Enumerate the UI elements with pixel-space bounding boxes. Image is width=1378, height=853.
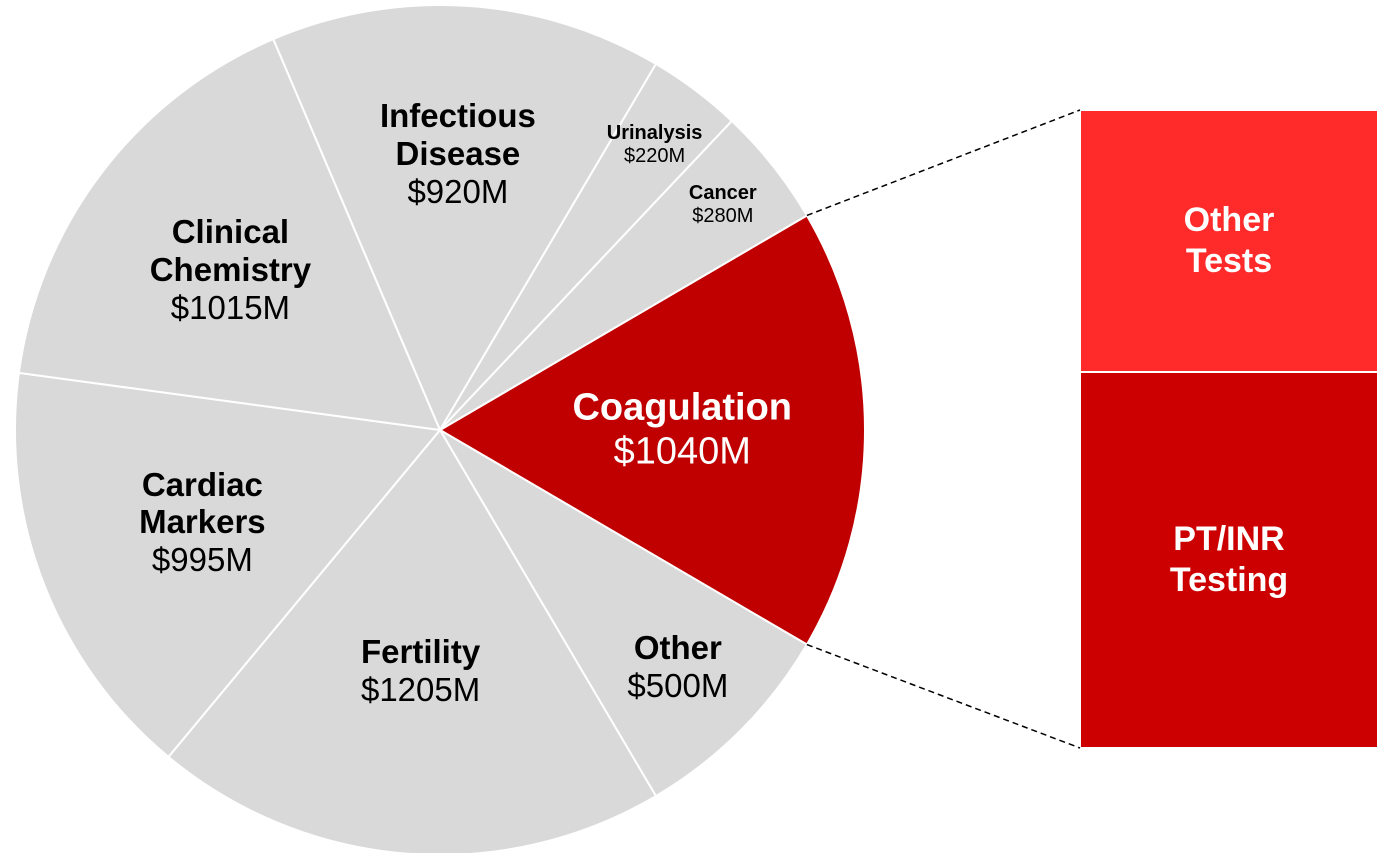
pie-slice	[271, 4, 658, 433]
slice-value: $1015M	[170, 289, 291, 327]
pie-slice	[438, 214, 866, 646]
slice-name: Infectious Disease	[379, 97, 536, 173]
slice-value: $280M	[692, 205, 754, 228]
pie-slice	[17, 37, 442, 432]
slice-name: Urinalysis	[606, 121, 703, 144]
slice-label: Infectious Disease $920M	[380, 97, 536, 211]
slice-name: Other	[633, 629, 722, 667]
slice-value: $1205M	[360, 671, 481, 709]
slice-label: Fertility $1205M	[361, 634, 480, 710]
slice-name: Cancer	[688, 182, 757, 205]
slice-label: Cancer $280M	[689, 182, 757, 228]
slice-label: Clinical Chemistry $1015M	[150, 213, 311, 327]
breakdown-label: Other Tests	[1183, 201, 1275, 280]
breakdown-bar	[1079, 109, 1378, 373]
slice-value: $500M	[627, 666, 729, 704]
connector	[806, 109, 1081, 217]
breakdown-label: PT/INR Testing	[1169, 520, 1289, 599]
slice-label: Cardiac Markers $995M	[139, 466, 266, 580]
connector	[806, 643, 1081, 749]
slice-name: Fertility	[360, 633, 481, 671]
slice-name: Clinical Chemistry	[149, 213, 312, 289]
slice-label: Coagulation $1040M	[572, 386, 792, 473]
breakdown-bar	[1079, 371, 1378, 749]
pie-slice	[167, 428, 658, 853]
pie-slice	[14, 371, 442, 759]
slice-value: $220M	[623, 144, 686, 167]
pie-slice	[439, 119, 809, 431]
slice-label: Other $500M	[627, 629, 728, 705]
slice-label: Urinalysis $220M	[607, 122, 703, 168]
slice-name: Cardiac Markers	[139, 465, 266, 541]
slice-value: $920M	[407, 173, 509, 211]
pie-slice	[437, 427, 809, 798]
slice-name: Coagulation	[572, 386, 793, 429]
slice-value: $1040M	[613, 430, 751, 472]
slice-value: $995M	[151, 541, 253, 579]
